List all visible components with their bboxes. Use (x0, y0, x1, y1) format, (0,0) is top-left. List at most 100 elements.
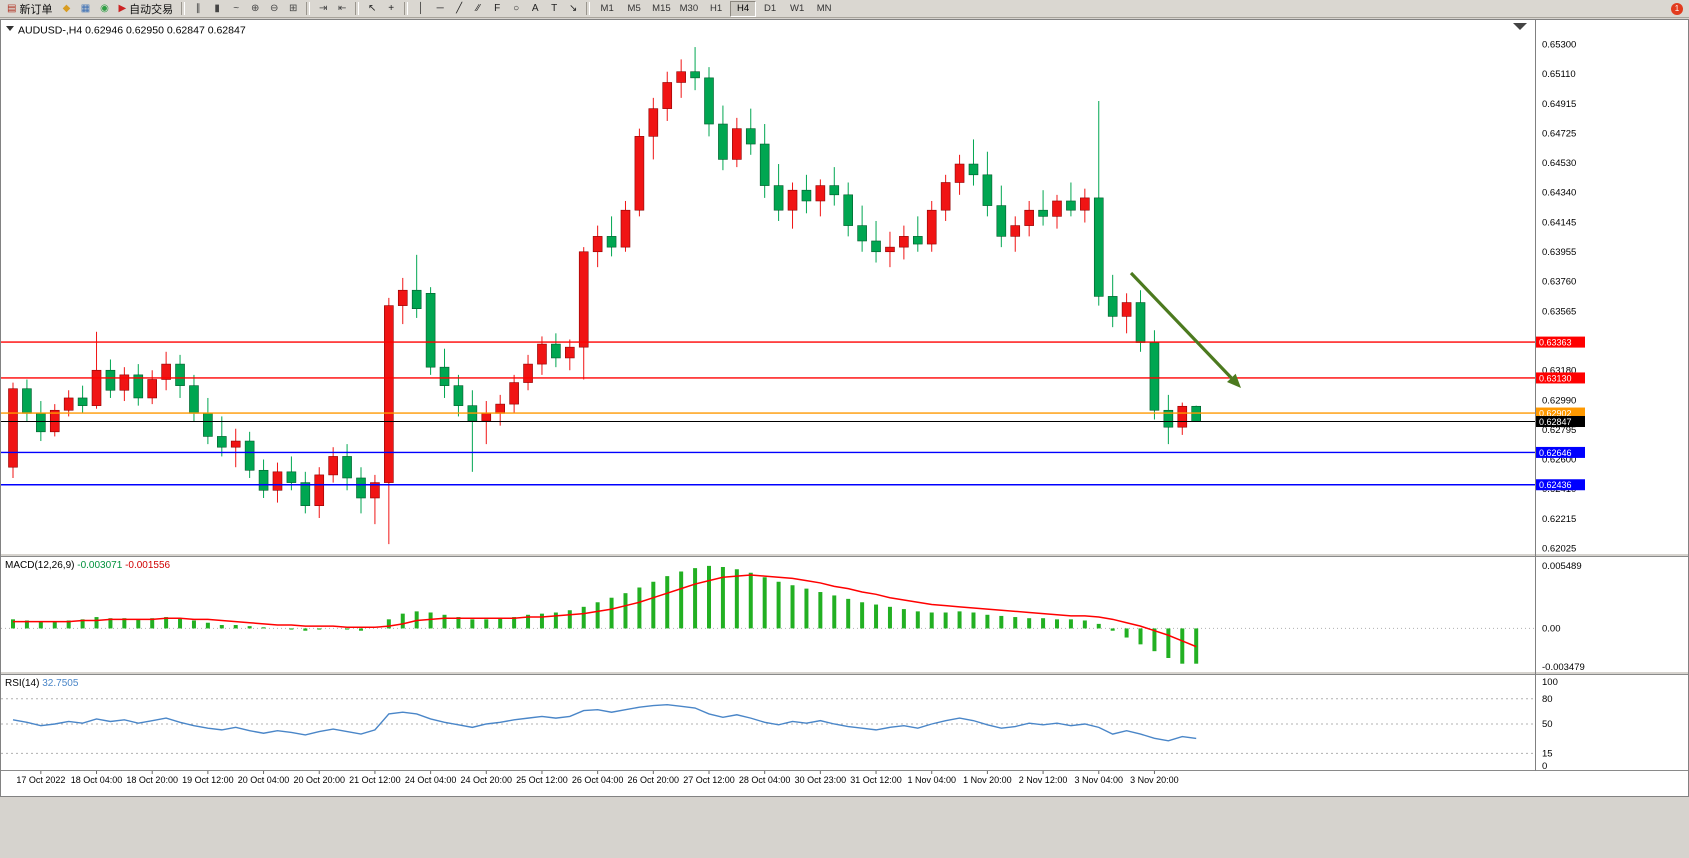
time-axis[interactable]: 17 Oct 2022 18 Oct 04:00 18 Oct 20:00 19 Oc… (16, 771, 1179, 785)
time-axis-label: 1 Nov 04:00 (907, 775, 956, 785)
timeframe-h4-button[interactable]: H4 (730, 0, 757, 17)
candles (8, 47, 1201, 545)
time-axis-label: 26 Oct 20:00 (628, 775, 680, 785)
timeframe-m30-button[interactable]: M30 (679, 2, 699, 14)
timeframe-w1-button[interactable]: W1 (790, 2, 805, 14)
pane-separator[interactable] (1, 671, 1688, 675)
time-axis-label: 25 Oct 12:00 (516, 775, 568, 785)
svg-text:0.64530: 0.64530 (1542, 158, 1576, 169)
horizontal-line-icon[interactable]: ─ (436, 3, 444, 14)
svg-text:0.62436: 0.62436 (1539, 480, 1572, 490)
svg-text:0.63955: 0.63955 (1542, 247, 1576, 258)
tile-windows-icon[interactable]: ⊞ (288, 3, 298, 14)
macd-label: MACD(12,26,9) -0.003071 -0.001556 (5, 560, 171, 571)
time-axis-label: 1 Nov 20:00 (963, 775, 1012, 785)
indicators-icon[interactable]: ◉ (100, 3, 109, 14)
time-axis-label: 26 Oct 04:00 (572, 775, 624, 785)
bar-chart-icon[interactable]: ∥ (195, 3, 201, 14)
time-axis-label: 2 Nov 12:00 (1019, 775, 1068, 785)
svg-text:0.63565: 0.63565 (1542, 306, 1576, 317)
auto-scroll-icon[interactable]: ⇥ (318, 3, 328, 14)
chart-canvas[interactable]: 0.65300 0.65110 0.64915 0.64725 0.64530 0.643… (1, 20, 1688, 794)
line-chart-icon[interactable]: ~ (233, 3, 240, 14)
svg-text:0.62600: 0.62600 (1542, 455, 1576, 466)
price-tag (1536, 446, 1585, 458)
price-tags: 0.63363 0.63130 0.62902 0.62646 0.62436 0.628… (1536, 336, 1585, 491)
shapes-icon[interactable]: ○ (513, 3, 520, 14)
svg-text:0.64725: 0.64725 (1542, 128, 1576, 139)
macd-axis-label: -0.003479 (1542, 662, 1585, 673)
macd-axis-label: 0.00 (1542, 623, 1561, 634)
time-axis-label: 3 Nov 04:00 (1074, 775, 1123, 785)
svg-text:0.62215: 0.62215 (1542, 514, 1576, 525)
svg-text:0.62902: 0.62902 (1539, 409, 1572, 419)
price-tag (1536, 372, 1585, 384)
text-label-icon[interactable]: T (551, 3, 558, 14)
price-tag (1536, 336, 1585, 348)
toolbar-separator (586, 2, 591, 15)
arrow-objects-icon[interactable]: ↘ (568, 3, 578, 14)
autotrading-button-label: 自动交易 (129, 3, 174, 16)
timeframe-m15-button[interactable]: M15 (652, 2, 671, 14)
toolbar-separator (181, 2, 186, 15)
chart-shift-icon[interactable]: ⇤ (337, 3, 347, 14)
notifications-badge[interactable]: 1 (1671, 2, 1683, 15)
price-tag (1536, 415, 1585, 427)
favorites-icon[interactable]: ◆ (62, 3, 71, 14)
candlestick-chart-icon[interactable]: ▮ (214, 3, 220, 14)
timeframe-mn-button[interactable]: MN (816, 2, 832, 14)
vertical-line-icon[interactable]: │ (418, 3, 425, 14)
rsi-axis-label: 0 (1542, 761, 1547, 772)
time-axis-label: 27 Oct 12:00 (683, 775, 735, 785)
rsi-axis-label: 50 (1542, 719, 1553, 730)
timeframe-m5-button[interactable]: M5 (627, 2, 641, 14)
svg-text:0.63363: 0.63363 (1539, 338, 1572, 348)
order-ticket-icon: ▤ (7, 3, 17, 14)
trendline-icon[interactable]: ╱ (456, 3, 463, 14)
svg-text:0.63180: 0.63180 (1542, 366, 1576, 377)
toolbar-separator (355, 2, 360, 15)
time-axis-label: 28 Oct 04:00 (739, 775, 791, 785)
fibonacci-icon[interactable]: F (494, 3, 501, 14)
chart-title: AUDUSD-,H4 0.62946 0.62950 0.62847 0.628… (6, 25, 246, 37)
time-axis-label: 20 Oct 04:00 (238, 775, 290, 785)
zoom-in-icon[interactable]: ⊕ (250, 3, 260, 14)
crosshair-icon[interactable]: + (388, 3, 395, 14)
timeframe-h1-button[interactable]: H1 (710, 2, 723, 14)
new-order-button[interactable]: ▤ 新订单 (3, 1, 56, 16)
timeframe-m1-button[interactable]: M1 (600, 2, 614, 14)
rsi-axis-label: 100 (1542, 677, 1558, 688)
rsi-line (12, 703, 1197, 742)
svg-text:0.62847: 0.62847 (1539, 417, 1572, 427)
chart-shift-marker (1513, 23, 1527, 30)
svg-text:0.65300: 0.65300 (1542, 40, 1576, 51)
timeframe-d1-button[interactable]: D1 (764, 2, 777, 14)
cursor-icon[interactable]: ↖ (367, 3, 377, 14)
svg-text:0.65110: 0.65110 (1542, 69, 1576, 80)
trend-arrow[interactable] (1129, 271, 1241, 388)
new-order-button-label: 新订单 (19, 3, 53, 16)
macd-pane: 0.005489 0.00 -0.003479 MACD(12,26,9) -0.00… (1, 560, 1585, 673)
zoom-out-icon[interactable]: ⊖ (269, 3, 279, 14)
horizontal-lines (1, 341, 1535, 486)
autotrading-button[interactable]: ▶ 自动交易 (114, 1, 177, 16)
time-axis-label: 21 Oct 12:00 (349, 775, 401, 785)
pane-separator[interactable] (1, 769, 1688, 771)
chart-window[interactable]: 0.65300 0.65110 0.64915 0.64725 0.64530 0.643… (0, 19, 1689, 797)
macd-axis-label: 0.005489 (1542, 561, 1582, 572)
channel-icon[interactable]: ∕∕ (476, 3, 480, 14)
rsi-pane: 100 80 50 15 0 RSI(14) 32.7505 (1, 677, 1558, 772)
toolbar-separator (404, 2, 409, 15)
pane-separator[interactable] (1, 553, 1688, 557)
svg-text:0.62990: 0.62990 (1542, 395, 1576, 406)
rsi-axis-label: 80 (1542, 694, 1553, 705)
time-axis-label: 31 Oct 12:00 (850, 775, 902, 785)
profiles-icon[interactable]: ▦ (80, 3, 91, 14)
macd-histogram (11, 565, 1199, 664)
chart-background (1, 20, 1688, 794)
text-icon[interactable]: A (531, 3, 539, 14)
symbol-dropdown-icon[interactable] (6, 26, 14, 31)
autotrading-icon: ▶ (118, 3, 127, 14)
toolbar-separator (306, 2, 311, 15)
time-axis-label: 18 Oct 04:00 (71, 775, 123, 785)
